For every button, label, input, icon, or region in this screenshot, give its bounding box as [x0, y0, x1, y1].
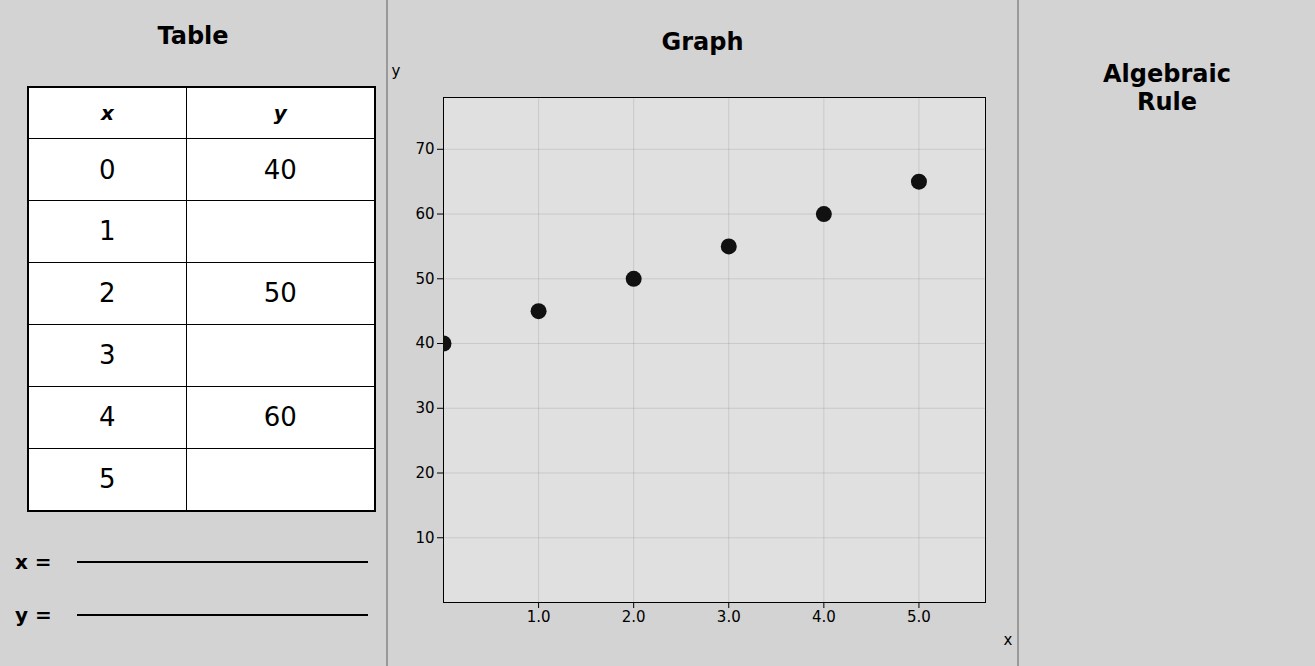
html-text:Graph: Graph	[661, 28, 744, 56]
html-text:Algebraic Rule: Algebraic Rule	[1103, 60, 1231, 116]
html-text:2: 2	[99, 278, 116, 309]
svg-text:5.0: 5.0	[907, 608, 931, 626]
html-text:50: 50	[263, 278, 297, 309]
html-text:5: 5	[99, 464, 116, 495]
html-text:1: 1	[99, 216, 116, 247]
svg-text:30: 30	[415, 399, 434, 417]
svg-text:x: x	[1004, 631, 1013, 649]
html-text:0: 0	[99, 154, 116, 185]
html-text:4: 4	[99, 402, 116, 433]
svg-text:20: 20	[415, 464, 434, 482]
html-text:y =: y =	[15, 603, 52, 627]
svg-text:10: 10	[415, 529, 434, 547]
svg-text:70: 70	[415, 140, 434, 158]
svg-text:4.0: 4.0	[812, 608, 836, 626]
svg-text:1.0: 1.0	[527, 608, 551, 626]
svg-text:3.0: 3.0	[717, 608, 741, 626]
svg-text:50: 50	[415, 270, 434, 288]
svg-text:60: 60	[415, 205, 434, 223]
svg-text:y: y	[392, 62, 401, 80]
html-text:3: 3	[99, 340, 116, 371]
html-text:x: x	[100, 101, 114, 125]
html-text:Table: Table	[157, 22, 229, 50]
html-text:40: 40	[263, 154, 297, 185]
svg-text:40: 40	[415, 334, 434, 352]
html-text:y: y	[273, 101, 287, 125]
svg-text:2.0: 2.0	[622, 608, 646, 626]
html-text:x =: x =	[15, 550, 52, 574]
html-text:60: 60	[263, 402, 297, 433]
